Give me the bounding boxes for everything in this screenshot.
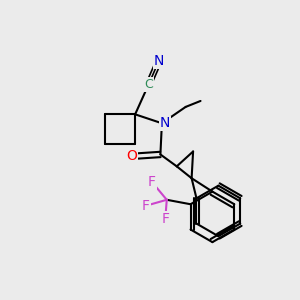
Text: N: N — [154, 54, 164, 68]
Text: F: F — [142, 199, 150, 213]
Text: N: N — [160, 116, 170, 130]
Text: F: F — [148, 175, 156, 189]
Text: C: C — [144, 78, 153, 91]
Text: F: F — [161, 212, 169, 226]
Text: O: O — [127, 149, 138, 163]
